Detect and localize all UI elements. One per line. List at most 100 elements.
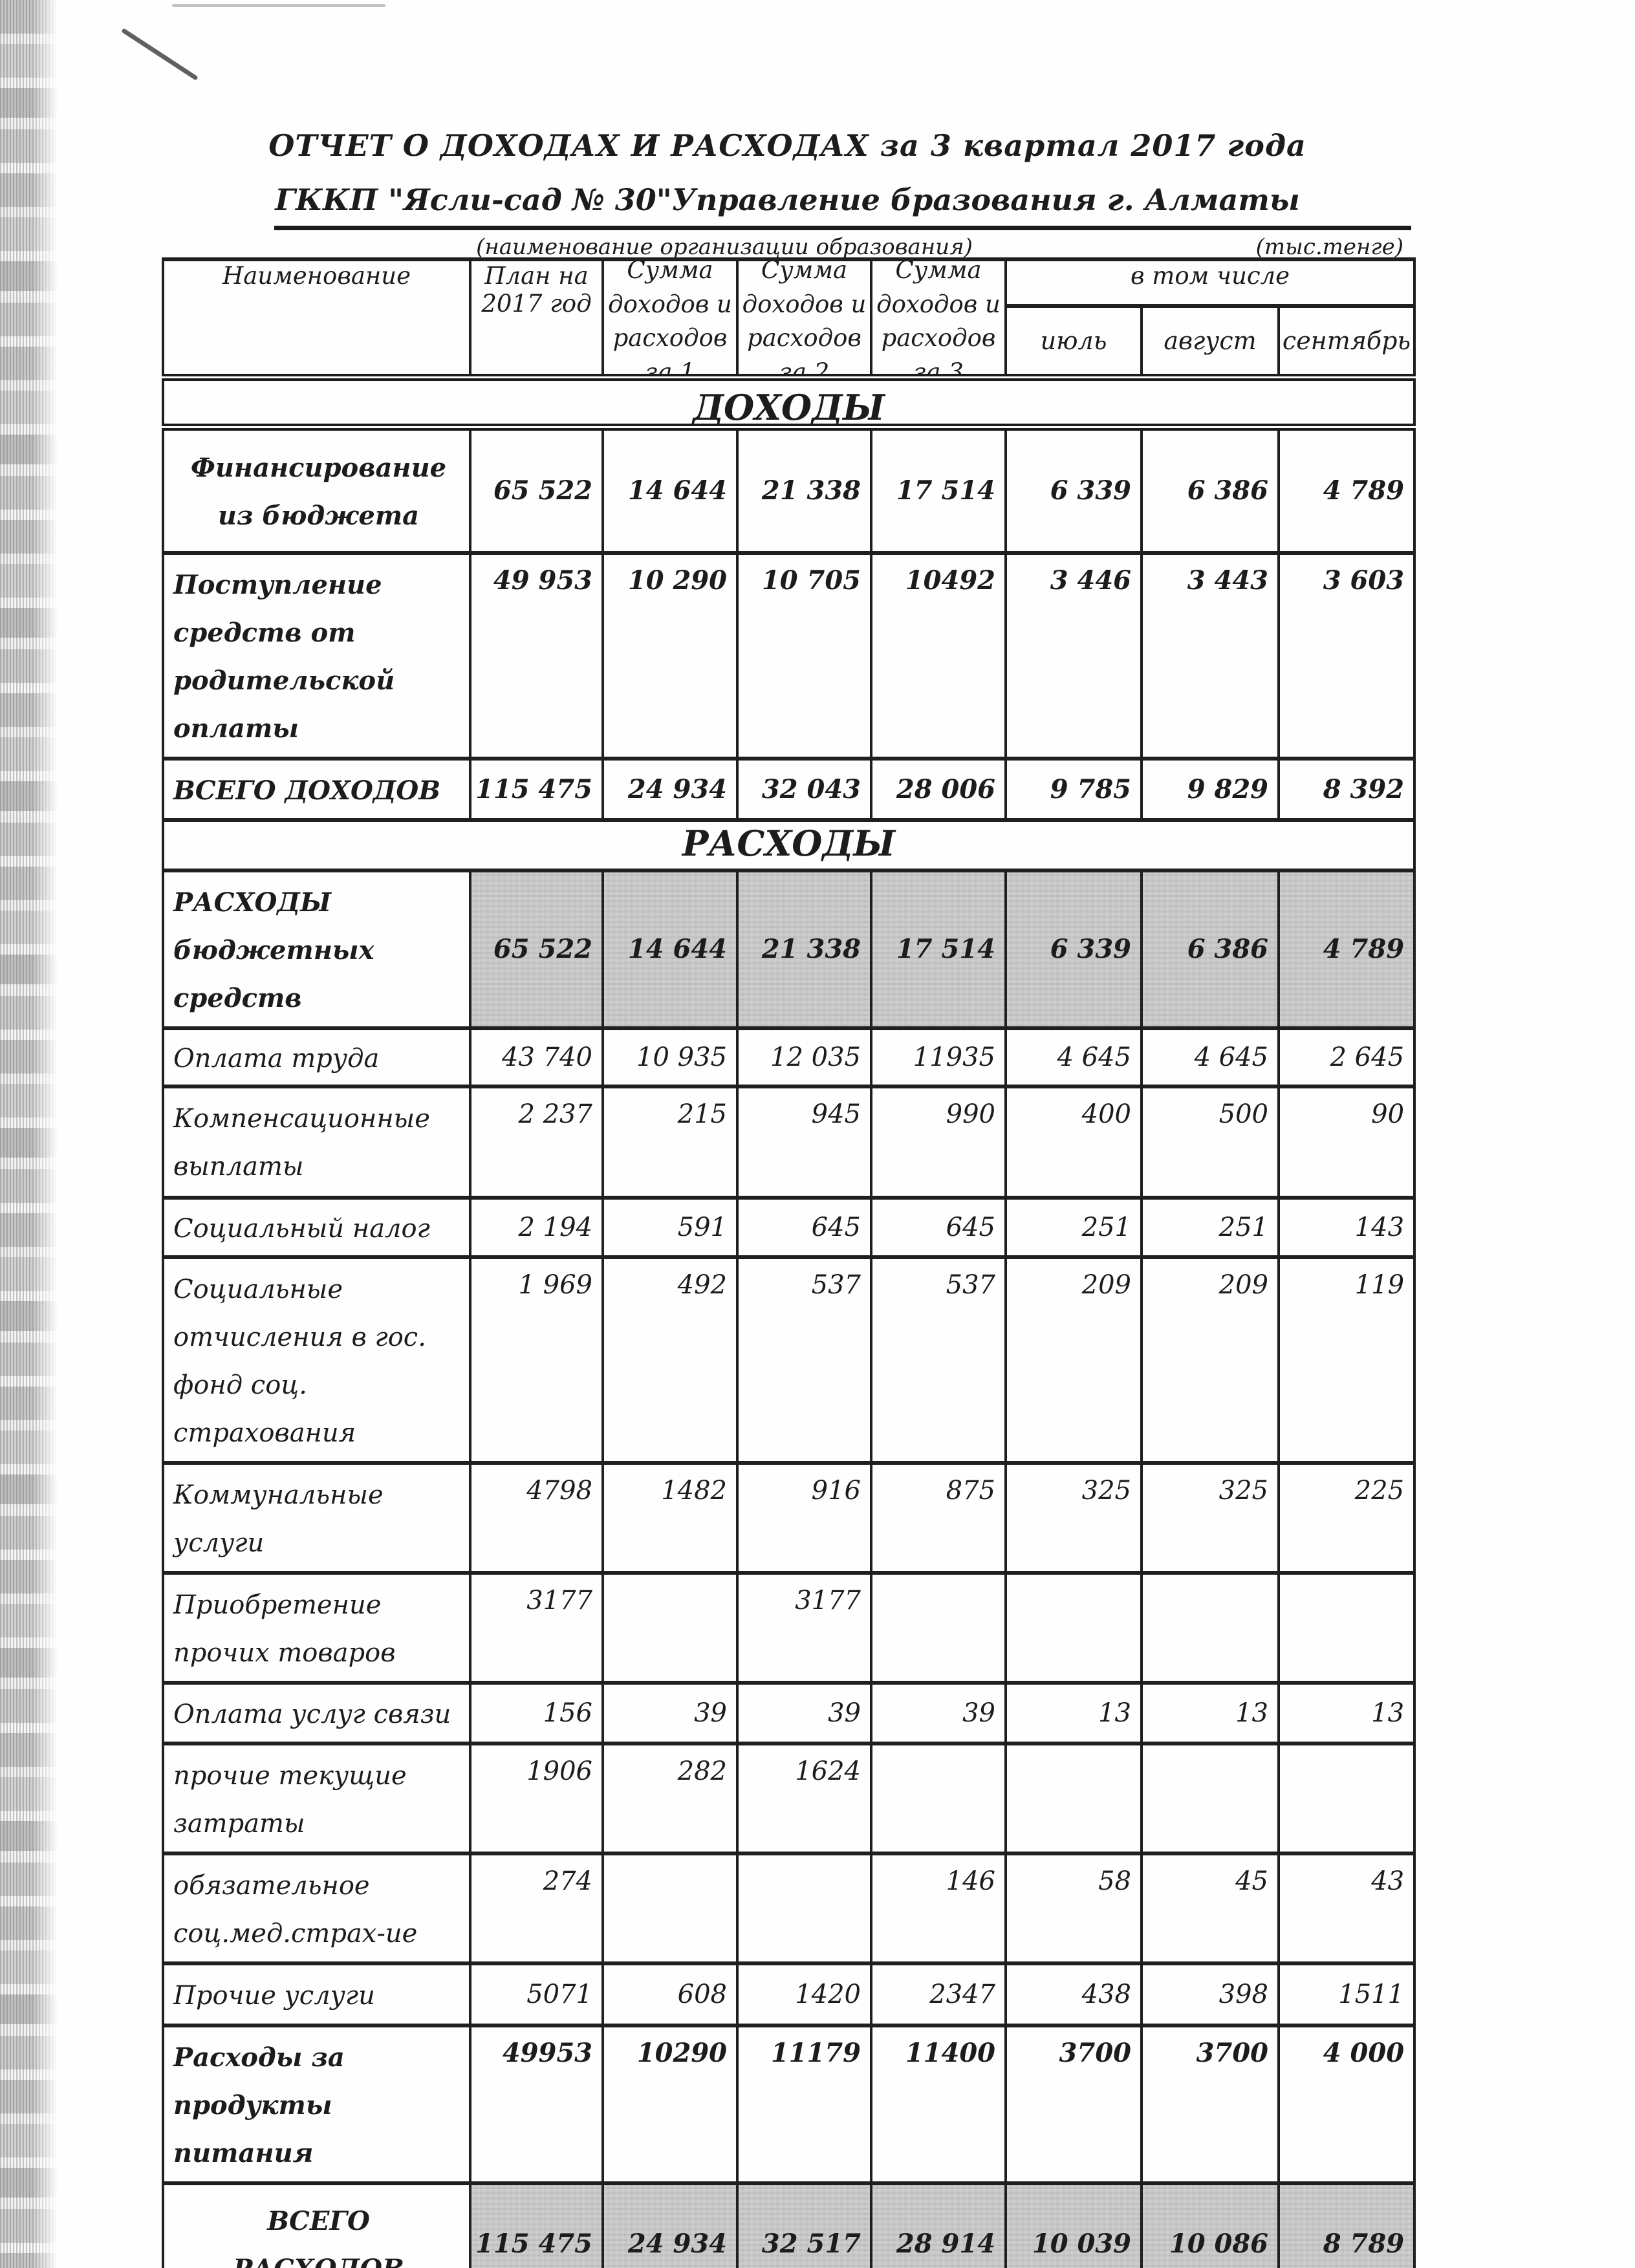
cell-value: 6 339 [1004, 425, 1143, 555]
cell-value: 3177 [469, 1571, 604, 1685]
table-row: Оплата услуг связи 156 39 39 39 13 13 13 [162, 1681, 1416, 1745]
cell-value: 282 [601, 1742, 739, 1855]
cell-value: 2 645 [1277, 1026, 1416, 1088]
cell-value: 608 [601, 1961, 739, 2027]
row-label: обязательное соц.мед.страх-ие [162, 1852, 471, 1965]
cell-value: 325 [1140, 1461, 1280, 1575]
cell-value: 251 [1140, 1196, 1280, 1259]
table-row: Финансирование из бюджета 65 522 14 644 … [162, 425, 1416, 555]
row-label: Социальные отчисления в гос. фонд соц. с… [162, 1255, 471, 1465]
cell-value: 2347 [870, 1961, 1007, 2027]
cell-value [1277, 1742, 1416, 1855]
organization-name: ГККП "Ясли-сад № 30"Управление бразовани… [275, 182, 1300, 217]
section-income-cell: ДОХОДЫ [161, 375, 1416, 431]
cell-value: 13 [1140, 1681, 1280, 1745]
cell-value: 3 603 [1277, 551, 1416, 761]
col-header-august: август [1140, 304, 1280, 381]
col-header-q1-text: Сумма доходов и расходов за 1 [608, 259, 732, 377]
cell-value: 591 [601, 1196, 739, 1259]
cell-value: 11935 [870, 1026, 1007, 1088]
row-label: Расходы за продукты питания [162, 2024, 471, 2185]
cell-value: 2 194 [469, 1196, 604, 1259]
organization-underline [274, 226, 1411, 230]
cell-value: 14 644 [601, 869, 739, 1030]
cell-value: 10 290 [601, 551, 739, 761]
table-row: обязательное соц.мед.страх-ие 274 146 58… [162, 1852, 1416, 1965]
col-header-name: Наименование [162, 257, 471, 381]
cell-value: 3 446 [1004, 551, 1143, 761]
cell-value: 43 [1277, 1852, 1416, 1965]
section-expense-cell: РАСХОДЫ [161, 818, 1416, 872]
cell-value: 24 934 [601, 2181, 739, 2268]
table-row: Прочие услуги 5071 608 1420 2347 438 398… [162, 1961, 1416, 2027]
col-header-q1: Сумма доходов и расходов за 1 [601, 257, 739, 381]
cell-value: 10290 [601, 2024, 739, 2185]
cell-value: 916 [736, 1461, 872, 1575]
cell-value: 90 [1277, 1085, 1416, 1200]
table-row: Расходы за продукты питания 49953 10290 … [162, 2024, 1416, 2185]
cell-value: 225 [1277, 1461, 1416, 1575]
cell-value [601, 1852, 739, 1965]
cell-value: 24 934 [601, 757, 739, 822]
cell-value [1140, 1742, 1280, 1855]
cell-value [870, 1742, 1007, 1855]
cell-value: 9 829 [1140, 757, 1280, 822]
cell-value: 49 953 [469, 551, 604, 761]
cell-value: 146 [870, 1852, 1007, 1965]
cell-value: 10492 [870, 551, 1007, 761]
cell-value: 4 000 [1277, 2024, 1416, 2185]
units-caption: (тыс.тенге) [1255, 234, 1403, 260]
cell-value: 12 035 [736, 1026, 872, 1088]
cell-value: 645 [870, 1196, 1007, 1259]
cell-value: 1482 [601, 1461, 739, 1575]
table-row: Поступление средств от родительской опла… [162, 551, 1416, 761]
cell-value: 28 006 [870, 757, 1007, 822]
table-row: РАСХОДЫ бюджетных средств 65 522 14 644 … [162, 869, 1416, 1030]
cell-value: 21 338 [736, 425, 872, 555]
table-row: Компенсационные выплаты 2 237 215 945 99… [162, 1085, 1416, 1200]
cell-value: 215 [601, 1085, 739, 1200]
cell-value [870, 1571, 1007, 1685]
cell-value: 8 789 [1277, 2181, 1416, 2268]
cell-value: 11179 [736, 2024, 872, 2185]
row-label: Оплата труда [162, 1026, 471, 1088]
scan-binding-stripes-artifact [0, 0, 57, 2268]
section-expense-label: РАСХОДЫ [682, 823, 896, 864]
cell-value: 398 [1140, 1961, 1280, 2027]
cell-value: 209 [1140, 1255, 1280, 1465]
table-header-row: Наименование План на 2017 год Сумма дохо… [162, 257, 1416, 381]
cell-value: 875 [870, 1461, 1007, 1575]
cell-value: 13 [1004, 1681, 1143, 1745]
cell-value: 115 475 [469, 2181, 604, 2268]
cell-value: 6 339 [1004, 869, 1143, 1030]
cell-value: 14 644 [601, 425, 739, 555]
cell-value: 3700 [1004, 2024, 1143, 2185]
cell-value: 325 [1004, 1461, 1143, 1575]
cell-value: 65 522 [469, 425, 604, 555]
cell-value: 8 392 [1277, 757, 1416, 822]
cell-value [1004, 1571, 1143, 1685]
cell-value: 4 789 [1277, 425, 1416, 555]
cell-value: 49953 [469, 2024, 604, 2185]
row-label: Приобретение прочих товаров [162, 1571, 471, 1685]
row-label: Поступление средств от родительской опла… [162, 551, 471, 761]
col-header-q2-text: Сумма доходов и расходов за 2 [742, 259, 867, 377]
col-header-q2: Сумма доходов и расходов за 2 [736, 257, 872, 381]
cell-value: 438 [1004, 1961, 1143, 2027]
cell-value: 21 338 [736, 869, 872, 1030]
col-header-q3: Сумма доходов и расходов за 3 [870, 257, 1007, 381]
cell-value: 39 [601, 1681, 739, 1745]
cell-value: 6 386 [1140, 425, 1280, 555]
cell-value: 10 705 [736, 551, 872, 761]
col-header-including: в том числе [1004, 257, 1416, 307]
cell-value: 17 514 [870, 425, 1007, 555]
row-label: Социальный налог [162, 1196, 471, 1259]
row-label: Прочие услуги [162, 1961, 471, 2027]
cell-value: 2 237 [469, 1085, 604, 1200]
cell-value: 45 [1140, 1852, 1280, 1965]
cell-value: 65 522 [469, 869, 604, 1030]
col-header-july: июль [1004, 304, 1143, 381]
cell-value: 119 [1277, 1255, 1416, 1465]
cell-value [601, 1571, 739, 1685]
cell-value: 10 086 [1140, 2181, 1280, 2268]
